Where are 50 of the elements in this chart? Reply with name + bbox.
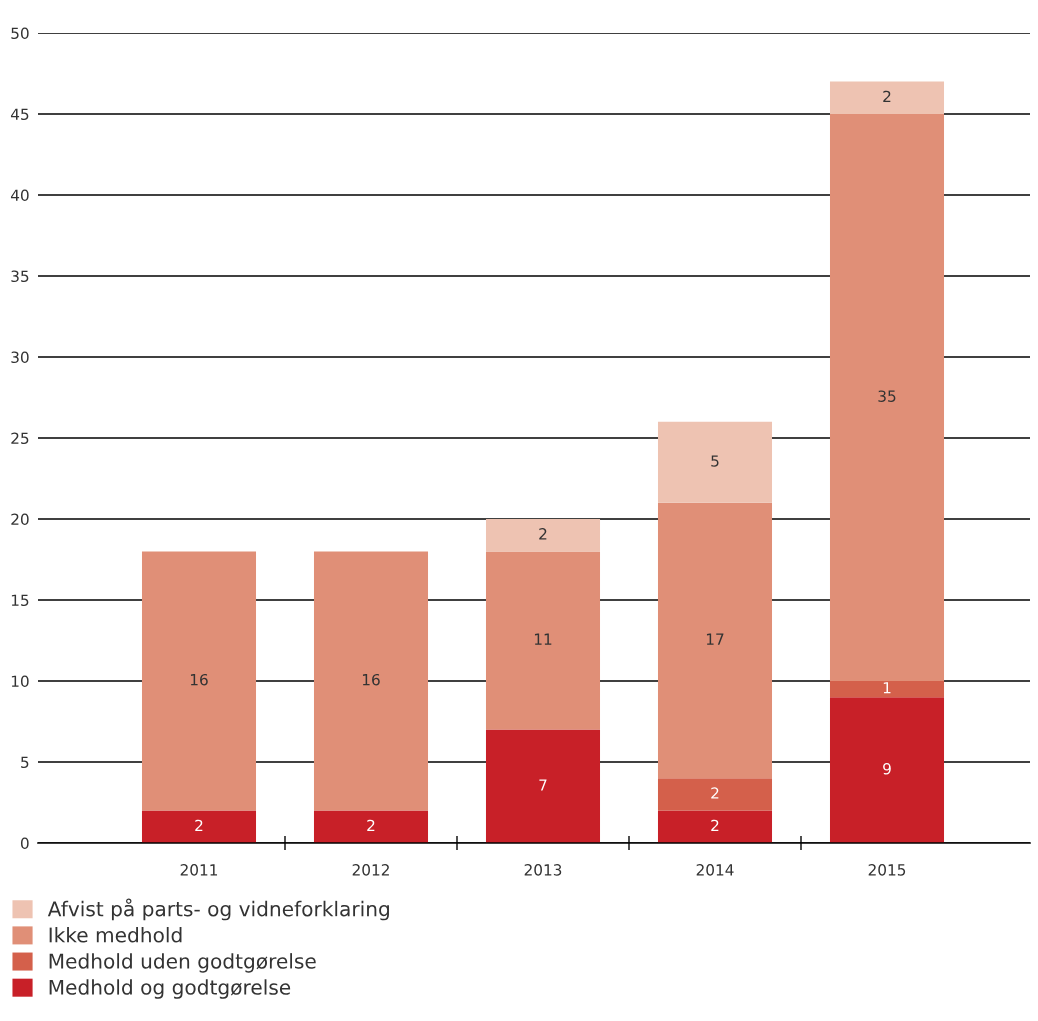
bar [313, 551, 429, 811]
x-tick-label: 2011 [180, 864, 218, 876]
y-tick-label: 0 [20, 837, 29, 850]
y-tick-label: 10 [11, 675, 29, 688]
bar [141, 810, 257, 843]
data-label: 2 [711, 787, 719, 799]
x-tick-label: 2012 [352, 864, 389, 876]
bar [485, 551, 601, 730]
legend-label: Medhold uden godtgørelse [49, 953, 316, 973]
data-label: 35 [878, 390, 896, 402]
y-tick-label: 25 [11, 432, 29, 445]
data-label: 9 [883, 762, 891, 775]
data-label: 5 [711, 455, 719, 467]
y-tick-label: 50 [11, 27, 29, 40]
bar [657, 502, 773, 779]
data-label: 2 [711, 819, 719, 832]
bar [657, 810, 773, 843]
bar [485, 729, 601, 843]
legend-label: Afvist på parts- og vidneforklaring [47, 898, 389, 921]
x-tick-label: 2013 [524, 864, 562, 876]
data-label: 2 [195, 819, 203, 832]
data-label: 16 [362, 673, 380, 686]
y-tick-label: 15 [11, 594, 29, 607]
bar [829, 681, 945, 698]
data-label: 2 [883, 90, 891, 103]
y-tick-label: 30 [11, 351, 29, 364]
legend-label: Ikke medhold [49, 927, 182, 943]
y-tick-label: 35 [11, 270, 29, 283]
bar [829, 114, 945, 681]
legend-label: Medhold og godtgørelse [49, 979, 291, 999]
bar [485, 519, 601, 552]
y-tick-label: 20 [11, 513, 29, 526]
x-tick-label: 2015 [868, 864, 906, 876]
bar [141, 551, 257, 811]
y-tick-label: 5 [21, 756, 29, 769]
bar [313, 810, 429, 843]
data-label: 2 [367, 819, 375, 832]
data-label: 2 [539, 528, 547, 540]
bar [829, 81, 945, 114]
bar [657, 778, 773, 811]
y-tick-label: 45 [10, 108, 29, 121]
data-label: 7 [539, 779, 547, 791]
y-tick-label: 40 [10, 189, 29, 202]
data-label: 1 [883, 682, 891, 694]
data-label: 16 [190, 673, 208, 686]
x-tick-label: 2014 [696, 864, 734, 876]
data-label: 11 [534, 633, 552, 645]
data-label: 17 [706, 633, 724, 645]
bar [829, 697, 945, 843]
bar [657, 421, 773, 503]
